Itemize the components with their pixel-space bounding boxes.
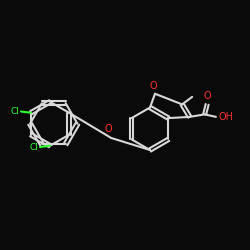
Text: Cl: Cl <box>30 142 39 152</box>
Text: O: O <box>105 124 112 134</box>
Text: O: O <box>203 91 211 101</box>
Text: Cl: Cl <box>11 107 20 116</box>
Text: O: O <box>150 81 158 91</box>
Text: OH: OH <box>218 112 234 122</box>
